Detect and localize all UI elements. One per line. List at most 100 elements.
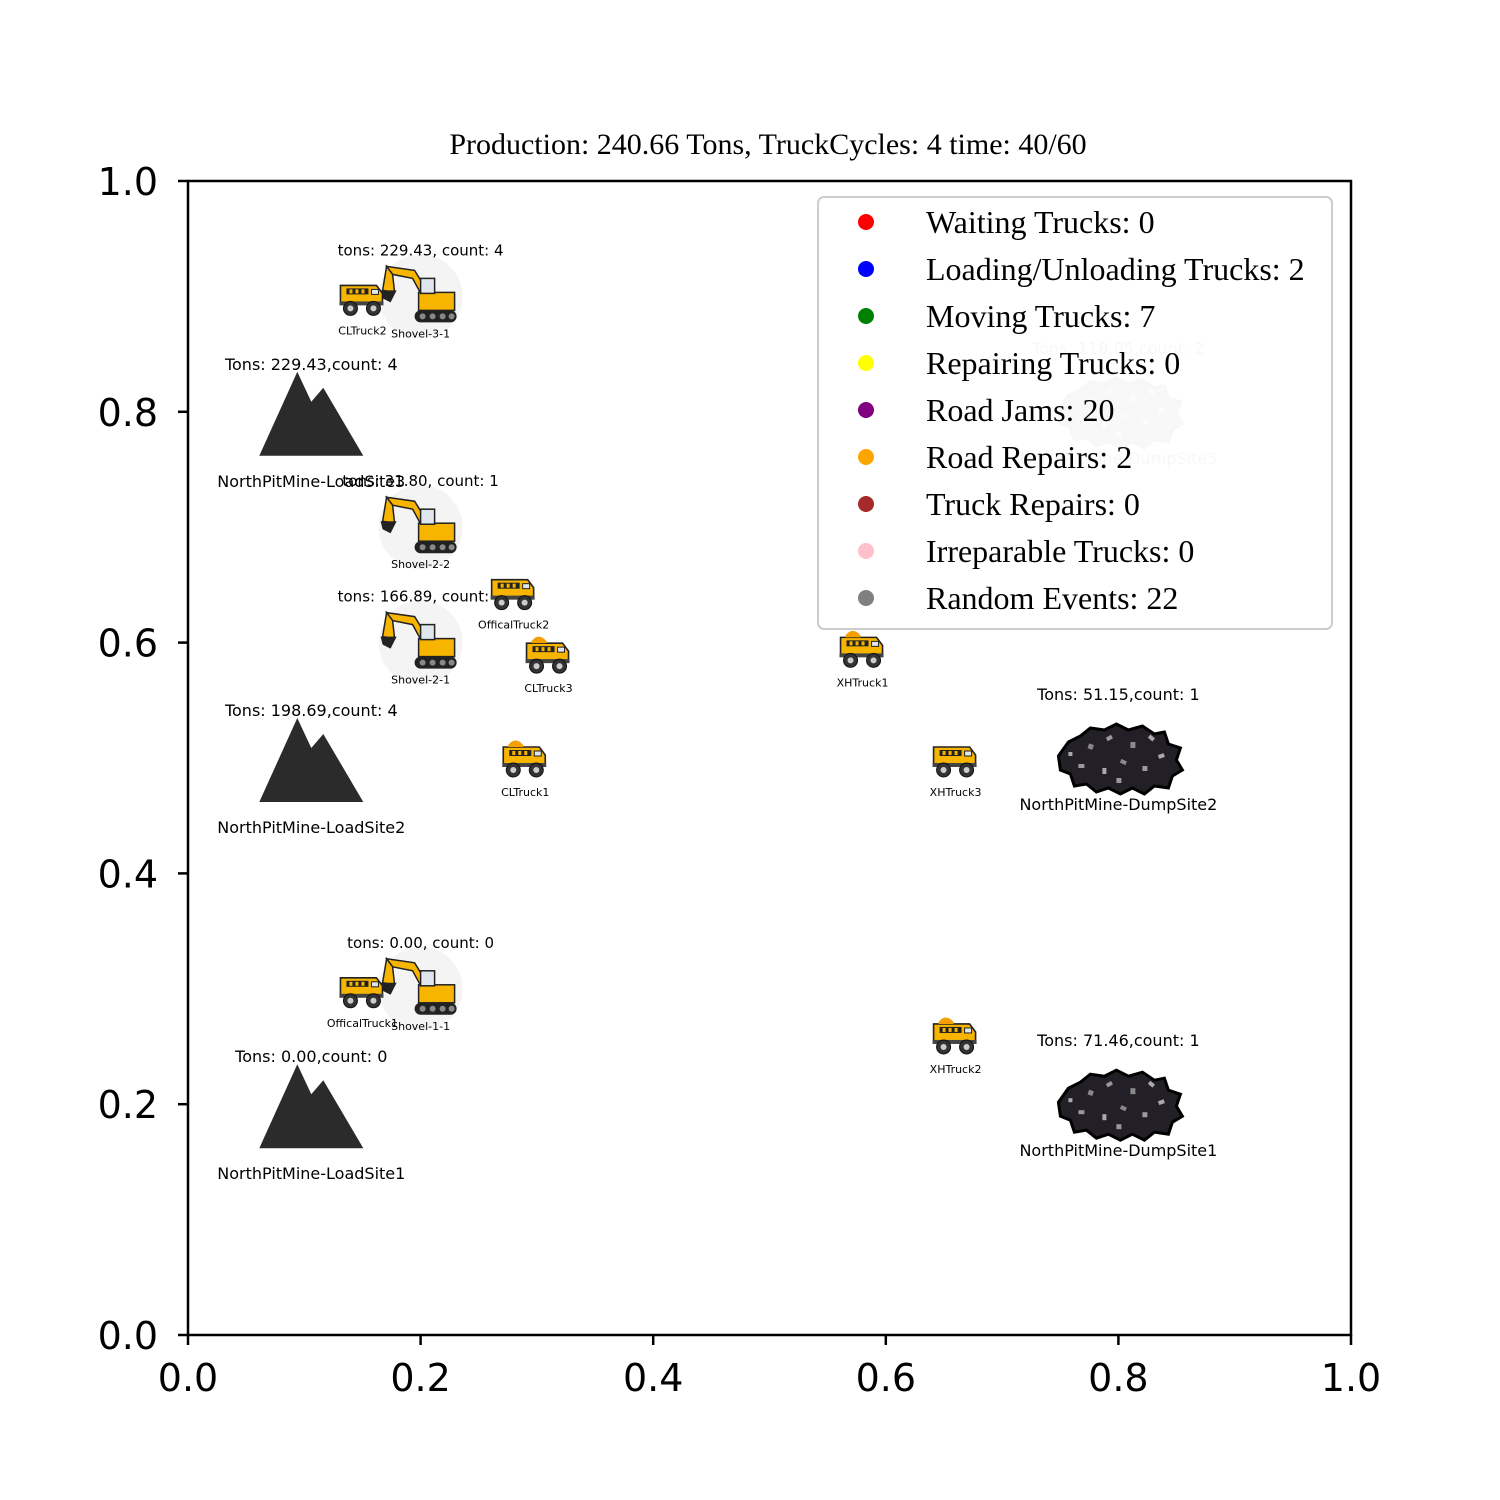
x-tick-label: 0.8: [1088, 1356, 1148, 1400]
legend-item: Random Events: 22: [858, 580, 1178, 616]
shovel: tons: 31.80, count: 1 Shovel-2-2: [342, 472, 498, 571]
legend-item: Road Repairs: 2: [858, 439, 1132, 475]
shovel-info: tons: 31.80, count: 1: [342, 472, 498, 490]
shovel-label: Shovel-1-1: [391, 1020, 450, 1033]
truck-label: XHTruck2: [930, 1063, 982, 1076]
dump-site-label: NorthPitMine-DumpSite1: [1019, 1141, 1217, 1160]
truck: CLTruck1: [501, 740, 549, 799]
load-site-info: Tons: 198.69,count: 4: [224, 701, 398, 720]
legend-marker: [858, 590, 874, 606]
dump-site-info: Tons: 71.46,count: 1: [1036, 1031, 1199, 1050]
dump-truck-icon: [501, 746, 548, 778]
load-site-label: NorthPitMine-LoadSite2: [217, 818, 405, 837]
dump-pile-icon: [1056, 1068, 1184, 1142]
truck: XHTruck3: [930, 746, 982, 799]
legend-marker: [858, 355, 874, 371]
mountain-icon: [259, 718, 364, 802]
y-tick-label: 1.0: [98, 160, 158, 204]
shovel-info: tons: 0.00, count: 0: [347, 934, 494, 952]
legend-label: Repairing Trucks: 0: [926, 345, 1180, 381]
load-site-info: Tons: 229.43,count: 4: [224, 355, 398, 374]
ore-load-icon: [938, 1017, 954, 1024]
plot-frame: [186, 179, 1353, 1337]
y-tick-label: 0.6: [98, 622, 158, 666]
truck: XHTruck2: [930, 1017, 982, 1076]
x-tick-label: 0.6: [856, 1356, 916, 1400]
excavator-icon: [377, 599, 464, 686]
y-tick-label: 0.4: [98, 852, 158, 896]
legend-label: Truck Repairs: 0: [926, 486, 1140, 522]
legend-marker: [858, 261, 874, 277]
excavator-icon: [377, 253, 464, 340]
load-site: Tons: 229.43,count: 4 NorthPitMine-LoadSi…: [217, 355, 405, 491]
truck-label: CLTruck2: [338, 324, 386, 337]
shovel-label: Shovel-3-1: [391, 327, 450, 340]
ore-load-icon: [531, 636, 547, 644]
truck: CLTruck2: [338, 284, 387, 337]
load-site-label: NorthPitMine-LoadSite3: [217, 472, 405, 491]
chart-title: Production: 240.66 Tons, TruckCycles: 4 …: [449, 128, 1086, 161]
legend-item: Road Jams: 20: [858, 392, 1114, 428]
x-tick-label: 0.2: [390, 1356, 450, 1400]
legend-item: Waiting Trucks: 0: [858, 204, 1155, 240]
legend-label: Road Repairs: 2: [926, 439, 1132, 475]
dump-truck-icon: [931, 746, 978, 778]
truck-label: OfficalTruck2: [478, 619, 549, 632]
legend-marker: [858, 402, 874, 418]
shovel-info: tons: 166.89, count: 3: [338, 588, 504, 606]
legend-label: Random Events: 22: [926, 580, 1178, 616]
legend-marker: [858, 214, 874, 230]
legend-marker: [858, 308, 874, 324]
dump-truck-icon: [838, 636, 885, 669]
truck-label: XHTruck1: [837, 676, 889, 689]
y-tick-label: 0.8: [98, 391, 158, 435]
load-site-label: NorthPitMine-LoadSite1: [217, 1164, 405, 1183]
y-tick-label: 0.2: [98, 1083, 158, 1127]
shovel: tons: 229.43, count: 4 Shovel-3-1: [338, 241, 504, 340]
ore-load-icon: [508, 740, 524, 747]
dump-site-label: NorthPitMine-DumpSite2: [1019, 795, 1217, 814]
dump-pile-icon: [1056, 722, 1184, 796]
truck: CLTruck3: [524, 636, 573, 695]
legend-label: Loading/Unloading Trucks: 2: [926, 251, 1305, 287]
truck-label: CLTruck3: [524, 682, 572, 695]
load-site-info: Tons: 0.00,count: 0: [234, 1047, 387, 1066]
ore-load-icon: [845, 630, 861, 638]
legend: Waiting Trucks: 0 Loading/Unloading Truck…: [817, 196, 1333, 630]
dump-truck-icon: [931, 1023, 978, 1055]
dump-truck-icon: [338, 284, 385, 317]
legend-marker: [858, 543, 874, 559]
shovel-label: Shovel-2-1: [391, 674, 450, 687]
legend-marker: [858, 496, 874, 512]
dump-site: Tons: 51.15,count: 1 NorthPitMine-DumpSit…: [1019, 685, 1217, 814]
legend-item: Loading/Unloading Trucks: 2: [858, 251, 1305, 287]
legend-item: Irreparable Trucks: 0: [858, 533, 1194, 569]
excavator-icon: [377, 484, 464, 570]
legend-item: Truck Repairs: 0: [858, 486, 1140, 522]
legend-label: Irreparable Trucks: 0: [926, 533, 1194, 569]
shovel: tons: 166.89, count: 3 Shovel-2-1: [338, 588, 504, 687]
dump-truck-icon: [338, 976, 385, 1009]
dump-site-info: Tons: 51.15,count: 1: [1036, 685, 1199, 704]
legend-item: Repairing Trucks: 0: [858, 345, 1180, 381]
load-site: Tons: 0.00,count: 0 NorthPitMine-LoadSite…: [217, 1047, 405, 1183]
y-tick-label: 0.0: [98, 1314, 158, 1358]
legend-marker: [858, 449, 874, 465]
x-tick-label: 0.4: [623, 1356, 683, 1400]
x-tick-label: 0.0: [158, 1356, 218, 1400]
dump-site: Tons: 71.46,count: 1 NorthPitMine-DumpSit…: [1019, 1031, 1217, 1160]
mountain-icon: [259, 371, 364, 456]
legend-item: Moving Trucks: 7: [858, 298, 1155, 334]
truck-label: CLTruck1: [501, 786, 549, 799]
legend-label: Waiting Trucks: 0: [926, 204, 1155, 240]
shovel: tons: 0.00, count: 0 Shovel-1-1: [347, 934, 494, 1033]
x-tick-label: 1.0: [1321, 1356, 1381, 1400]
truck-label: XHTruck3: [930, 786, 982, 799]
mountain-icon: [259, 1064, 364, 1149]
shovel-label: Shovel-2-2: [391, 558, 450, 571]
load-site: Tons: 198.69,count: 4 NorthPitMine-LoadSi…: [217, 701, 405, 837]
shovel-info: tons: 229.43, count: 4: [338, 241, 504, 259]
legend-label: Road Jams: 20: [926, 392, 1114, 428]
truck: XHTruck1: [837, 630, 889, 689]
